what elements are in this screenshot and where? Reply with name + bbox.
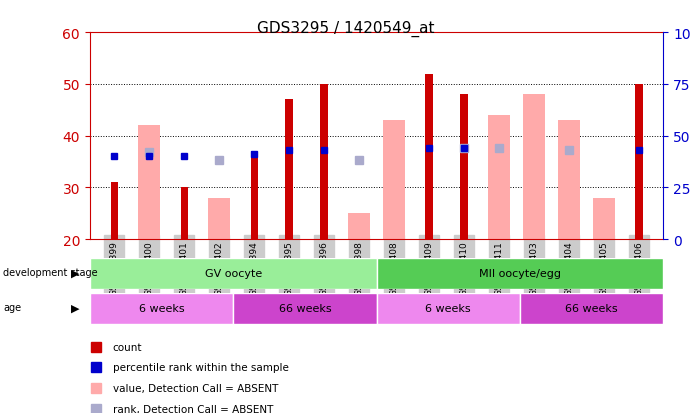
Text: ▶: ▶ <box>71 268 79 278</box>
FancyBboxPatch shape <box>90 258 377 289</box>
Text: 6 weeks: 6 weeks <box>139 304 184 314</box>
Bar <box>635 85 643 240</box>
Text: development stage: development stage <box>3 268 98 278</box>
Text: MII oocyte/egg: MII oocyte/egg <box>479 268 561 279</box>
Text: value, Detection Call = ABSENT: value, Detection Call = ABSENT <box>113 383 278 393</box>
Bar <box>593 198 615 240</box>
FancyBboxPatch shape <box>377 293 520 324</box>
Bar <box>180 188 188 240</box>
Text: age: age <box>3 303 21 313</box>
Bar <box>321 85 328 240</box>
Text: ▶: ▶ <box>71 303 79 313</box>
Bar <box>383 121 405 240</box>
Bar <box>111 183 118 240</box>
Text: 66 weeks: 66 weeks <box>278 304 331 314</box>
Text: GV oocyte: GV oocyte <box>205 268 262 279</box>
Bar <box>138 126 160 240</box>
Bar <box>523 95 545 240</box>
Text: 6 weeks: 6 weeks <box>426 304 471 314</box>
Text: percentile rank within the sample: percentile rank within the sample <box>113 363 289 373</box>
Bar <box>348 214 370 240</box>
FancyBboxPatch shape <box>520 293 663 324</box>
FancyBboxPatch shape <box>377 258 663 289</box>
FancyBboxPatch shape <box>90 293 233 324</box>
Text: rank, Detection Call = ABSENT: rank, Detection Call = ABSENT <box>113 404 273 413</box>
FancyBboxPatch shape <box>233 293 377 324</box>
Bar <box>488 116 510 240</box>
Bar <box>285 100 293 240</box>
Text: count: count <box>113 342 142 352</box>
Bar <box>208 198 230 240</box>
Bar <box>426 74 433 240</box>
Text: GDS3295 / 1420549_at: GDS3295 / 1420549_at <box>257 21 434 37</box>
Bar <box>460 95 468 240</box>
Bar <box>251 152 258 240</box>
Text: 66 weeks: 66 weeks <box>565 304 618 314</box>
Bar <box>558 121 580 240</box>
